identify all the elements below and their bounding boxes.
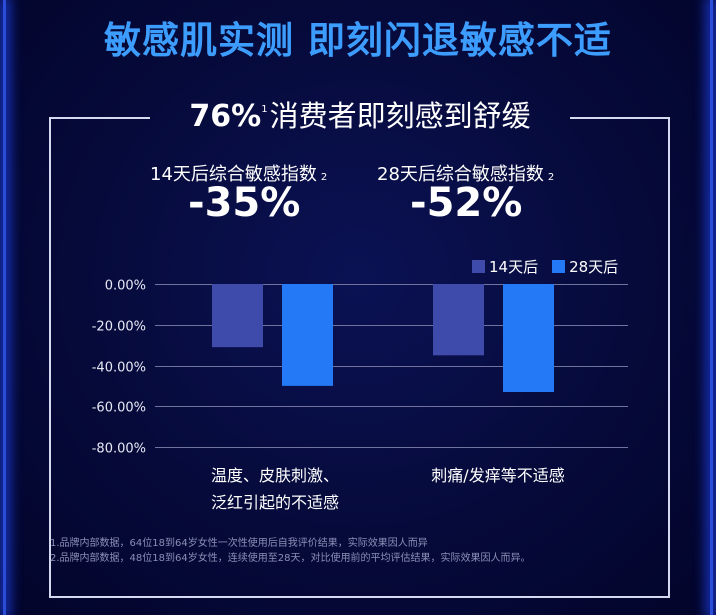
- stat-14d-footnote-ref: 2: [320, 172, 328, 183]
- panel-border-right: [668, 117, 670, 598]
- stat-14d-label-text: 14天后综合敏感指数: [150, 164, 317, 185]
- y-tick-label-3: -60.00%: [92, 401, 146, 416]
- legend-swatch-14d: [472, 259, 485, 273]
- chart-plot: 0.00% -20.00% -40.00% -60.00% -80.00%: [92, 279, 628, 457]
- heading-percent: 76%: [189, 99, 262, 134]
- bar-series1-category0: [282, 284, 333, 386]
- footnote-2: 2.品牌内部数据，48位18到64岁女性，连续使用至28天，对比使用前的平均评估…: [50, 553, 531, 564]
- legend-label-28d: 28天后: [569, 257, 619, 276]
- headline: 敏感肌实测 即刻闪退敏感不适: [104, 19, 612, 62]
- y-tick-label-4: -80.00%: [92, 442, 146, 457]
- panel-border-bottom: [49, 596, 670, 598]
- x-category-label-1: 刺痛/发痒等不适感: [431, 466, 565, 485]
- heading-text: 消费者即刻感到舒缓: [269, 99, 531, 133]
- left-edge-glow: [3, 0, 6, 615]
- bar-series0-category0: [212, 284, 263, 348]
- legend-item-28d: 28天后: [552, 256, 618, 277]
- y-tick-label-0: 0.00%: [105, 279, 146, 294]
- y-tick-label-1: -20.00%: [92, 320, 146, 335]
- stat-28d-value: -52%: [410, 180, 523, 226]
- legend-item-14d: 14天后: [472, 256, 538, 277]
- stat-14d-label: 14天后综合敏感指数 2: [150, 160, 327, 186]
- stat-28d-footnote-ref: 2: [547, 172, 555, 183]
- y-tick-label-2: -40.00%: [92, 361, 146, 376]
- panel-border-top-right: [570, 117, 670, 119]
- stat-14d-value: -35%: [188, 180, 301, 226]
- chart-legend: 14天后 28天后: [472, 256, 632, 276]
- bar-series1-category1: [503, 284, 554, 392]
- stat-28d-label: 28天后综合敏感指数 2: [377, 160, 554, 186]
- x-category-label-0: 温度、皮肤刺激、 泛红引起的不适感: [210, 466, 339, 512]
- legend-swatch-28d: [552, 259, 566, 273]
- legend-label-14d: 14天后: [489, 257, 539, 276]
- stat-28d-label-text: 28天后综合敏感指数: [377, 164, 544, 185]
- right-edge-glow: [710, 0, 713, 615]
- panel-heading: 76%1消费者即刻感到舒缓: [150, 96, 570, 137]
- panel-border-top-left: [49, 117, 150, 119]
- panel-border-left: [49, 117, 51, 598]
- bar-series0-category1: [433, 284, 484, 356]
- footnote-1: 1.品牌内部数据，64位18到64岁女性一次性使用后自我评价结果，实际效果因人而…: [50, 538, 428, 549]
- heading-footnote-ref: 1: [261, 104, 268, 115]
